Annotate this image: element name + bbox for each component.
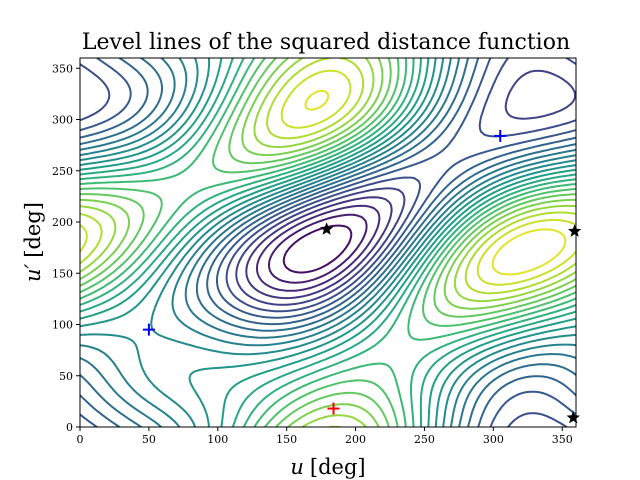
saddle-star-marker [568, 224, 582, 237]
y-tick-label: 200 [52, 216, 73, 229]
contour-level [256, 204, 381, 292]
x-tick-label: 200 [345, 433, 366, 446]
x-tick-label: 150 [276, 433, 297, 446]
contour-level [80, 58, 576, 427]
x-axis-label: u [deg] [290, 455, 365, 479]
maximum-plus-marker [327, 402, 340, 415]
saddle-star-marker [566, 410, 580, 424]
y-axis-label-unit: [deg] [21, 202, 45, 258]
y-tick-label: 350 [52, 62, 73, 75]
contour-level [80, 58, 576, 427]
contour-level [80, 58, 576, 427]
contour-level [80, 58, 576, 427]
x-axis-ticks: 0 50 100 150 200 250 300 350 [77, 427, 573, 446]
contour-level [80, 58, 576, 427]
y-tick-label: 150 [52, 267, 73, 280]
x-tick-label: 300 [483, 433, 504, 446]
minimum-plus-marker [494, 129, 507, 142]
x-tick-label: 250 [414, 433, 435, 446]
contour-level [304, 90, 567, 276]
contour-level [80, 69, 576, 286]
contour-level [80, 58, 576, 427]
contour-level [80, 58, 576, 427]
contour-level [80, 58, 576, 427]
contour-level [80, 58, 576, 427]
y-tick-label: 50 [59, 370, 73, 383]
y-axis-label-variable: u′ [21, 263, 45, 282]
chart-title: Level lines of the squared distance func… [82, 30, 570, 55]
contour-level [80, 58, 576, 427]
contour-level [268, 213, 368, 284]
y-tick-label: 0 [66, 421, 73, 434]
contour-level [245, 196, 393, 300]
y-axis-ticks: 0 50 100 150 200 250 300 350 [52, 62, 80, 434]
x-tick-label: 50 [142, 433, 156, 446]
x-axis-label-variable: u [290, 455, 304, 479]
contour-level [80, 58, 576, 427]
contour-level [235, 69, 576, 306]
contour-level [80, 58, 576, 427]
contour-level [80, 58, 576, 427]
contour-level [80, 58, 576, 427]
x-tick-label: 100 [207, 433, 228, 446]
x-tick-label: 350 [552, 433, 573, 446]
y-tick-label: 300 [52, 114, 73, 127]
minimum-plus-marker [142, 323, 155, 336]
contour-lines [80, 58, 576, 427]
y-axis-label: u′ [deg] [21, 202, 45, 282]
y-tick-label: 100 [52, 319, 73, 332]
critical-point-markers [142, 129, 582, 424]
saddle-star-marker [320, 222, 334, 235]
y-tick-label: 250 [52, 165, 73, 178]
contour-level [282, 224, 353, 274]
contour-level [80, 58, 576, 427]
plot-frame [79, 57, 577, 428]
x-tick-label: 0 [77, 433, 84, 446]
contour-level [80, 58, 576, 427]
contour-level [80, 58, 576, 427]
x-axis-label-unit: [deg] [310, 455, 366, 479]
